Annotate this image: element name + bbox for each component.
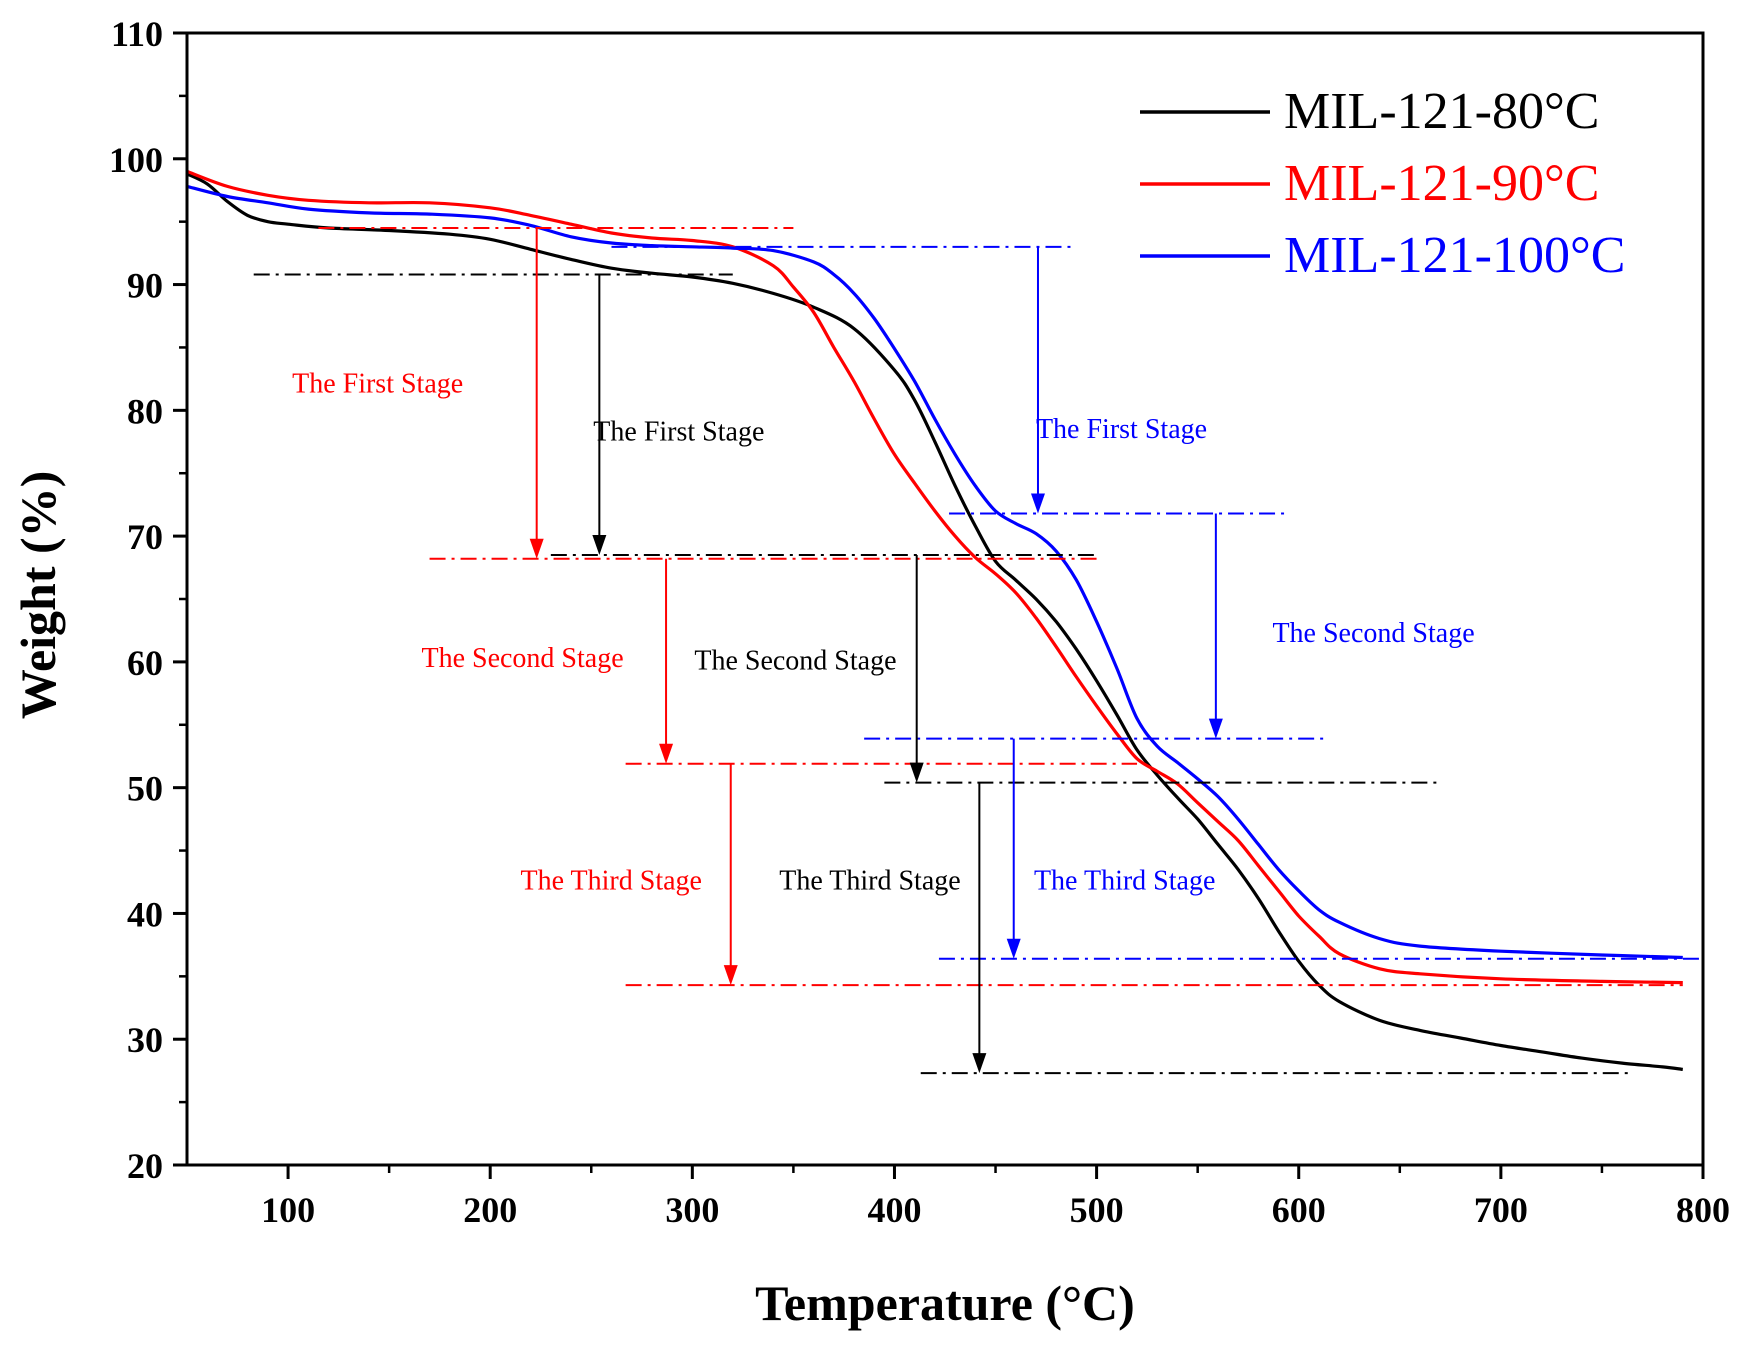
y-tick-label: 80	[127, 391, 163, 431]
stage-label-5: The Second Stage	[694, 645, 896, 676]
stage-arrow-4	[659, 558, 674, 764]
stage-arrow-head	[1030, 493, 1045, 514]
stage-label-4: The Second Stage	[421, 643, 623, 674]
stage-arrow-8	[972, 782, 987, 1074]
stage-arrow-2	[592, 274, 607, 555]
y-tick-label: 70	[127, 517, 163, 557]
legend-item-2: MIL-121-90°C	[1140, 155, 1599, 212]
legend-item-3: MIL-121-100°C	[1140, 227, 1625, 284]
stage-arrow-head	[529, 538, 544, 559]
reference-lines-layer	[253, 226, 1703, 1075]
stage-label-2: The First Stage	[593, 417, 764, 448]
annotations-layer: The First Stage The First Stage The First …	[292, 369, 1475, 897]
stage-label-6: The Second Stage	[1272, 618, 1474, 649]
y-tick-label: 110	[111, 14, 163, 54]
stage-arrow-head	[723, 965, 738, 986]
stage-arrow-head	[909, 762, 924, 783]
legend-label: MIL-121-90°C	[1284, 155, 1599, 212]
stage-label-3: The First Stage	[1036, 414, 1207, 445]
x-tick-label: 100	[261, 1190, 315, 1230]
stage-arrow-head	[1208, 718, 1223, 739]
x-tick-label: 400	[867, 1190, 921, 1230]
x-tick-label: 700	[1474, 1190, 1528, 1230]
y-tick-label: 90	[127, 266, 163, 306]
curves-layer	[186, 169, 1683, 1071]
series-line-2	[186, 169, 1683, 985]
stage-arrow-7	[723, 763, 738, 986]
y-tick-label: 20	[127, 1146, 163, 1186]
stage-arrow-head	[592, 534, 607, 555]
x-axis-title: Temperature (°C)	[755, 1275, 1135, 1331]
axes-layer: 20 30 40 50 60 70 80 90 100 110 100 200 300 400 500 600…	[109, 14, 1730, 1230]
y-tick-label: 30	[127, 1020, 163, 1060]
y-tick-label: 60	[127, 643, 163, 683]
x-tick-label: 800	[1676, 1190, 1730, 1230]
stage-arrow-3	[1030, 246, 1045, 514]
legend: MIL-121-80°C MIL-121-90°C MIL-121-100°C	[1140, 83, 1625, 284]
stage-label-7: The Third Stage	[521, 866, 702, 897]
x-tick-label: 500	[1070, 1190, 1124, 1230]
stage-arrow-5	[909, 554, 924, 783]
stage-label-8: The Third Stage	[779, 866, 960, 897]
stage-label-9: The Third Stage	[1034, 866, 1215, 897]
stage-arrow-head	[1006, 938, 1021, 959]
stage-label-1: The First Stage	[292, 369, 463, 400]
stage-arrow-1	[529, 227, 544, 559]
stage-arrow-9	[1006, 738, 1021, 959]
y-axis-title: Weight (%)	[10, 471, 66, 720]
legend-label: MIL-121-80°C	[1284, 83, 1599, 140]
legend-label: MIL-121-100°C	[1284, 227, 1625, 284]
y-tick-label: 100	[109, 140, 163, 180]
y-tick-label: 50	[127, 769, 163, 809]
x-tick-label: 200	[463, 1190, 517, 1230]
x-tick-label: 600	[1272, 1190, 1326, 1230]
stage-arrow-head	[972, 1053, 987, 1074]
x-tick-label: 300	[665, 1190, 719, 1230]
stage-arrow-head	[659, 743, 674, 764]
legend-item-1: MIL-121-80°C	[1140, 83, 1599, 140]
arrows-layer	[529, 227, 1223, 1074]
series-line-1	[186, 172, 1683, 1071]
series-line-3	[186, 184, 1683, 960]
y-tick-label: 40	[127, 894, 163, 934]
stage-arrow-6	[1208, 513, 1223, 739]
